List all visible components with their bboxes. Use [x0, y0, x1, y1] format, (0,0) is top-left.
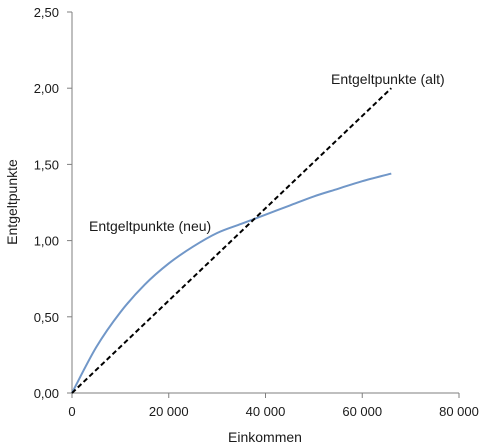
series-line-neu	[71, 172, 392, 394]
y-axis-title: Entgeltpunkte	[4, 159, 20, 245]
series-line-alt	[71, 87, 392, 394]
y-tick-label: 2,50	[34, 5, 59, 20]
annotation-alt: Entgeltpunkte (alt)	[331, 71, 445, 87]
y-tick-label: 1,50	[34, 157, 59, 172]
y-tick-label: 2,00	[34, 81, 59, 96]
x-tick-label: 20 000	[149, 404, 189, 419]
x-axis-ticks: 0 20 000 40 000 60 000 80 000	[68, 393, 479, 419]
x-tick-label: 40 000	[246, 404, 286, 419]
x-tick-label: 60 000	[342, 404, 382, 419]
annotation-neu: Entgeltpunkte (neu)	[89, 218, 211, 234]
x-axis-title: Einkommen	[228, 429, 302, 445]
x-tick-label: 0	[68, 404, 75, 419]
y-tick-label: 0,00	[34, 386, 59, 401]
series-layer	[71, 87, 392, 394]
x-tick-label: 80 000	[439, 404, 479, 419]
y-axis-ticks: 0,00 0,50 1,00 1,50 2,00 2,50	[34, 5, 72, 401]
y-tick-label: 0,50	[34, 310, 59, 325]
y-tick-label: 1,00	[34, 234, 59, 249]
